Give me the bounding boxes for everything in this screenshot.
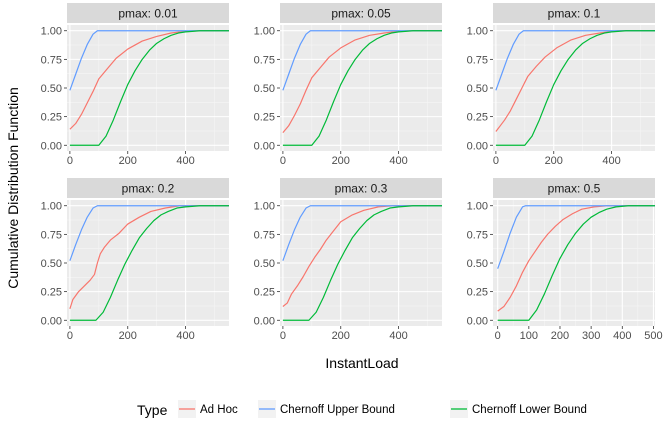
y-tick-label: 1.00 xyxy=(467,201,488,213)
x-tick-label: 400 xyxy=(389,155,407,167)
series-line-ad-hoc xyxy=(282,205,442,308)
strip-label: pmax: 0.05 xyxy=(331,7,391,21)
y-tick-label: 0.00 xyxy=(41,315,62,327)
y-tick-label: 0.25 xyxy=(467,112,488,124)
x-tick-label: 0 xyxy=(495,330,501,342)
y-tick-label: 0.25 xyxy=(254,287,275,299)
strip-background xyxy=(493,3,655,23)
x-tick-label: 0 xyxy=(280,155,286,167)
strip-label: pmax: 0.01 xyxy=(118,7,178,21)
y-tick-label: 0.50 xyxy=(467,83,488,95)
series-line-chernoff-upper-bound xyxy=(497,205,655,269)
strip-background xyxy=(280,178,442,198)
x-axis-title: InstantLoad xyxy=(325,355,398,371)
series-line-ad-hoc xyxy=(282,30,442,134)
facet-panels: pmax: 0.010.000.250.500.751.000 200 400pma… xyxy=(41,3,663,342)
y-tick-label: 0.75 xyxy=(41,54,62,66)
legend-label: Chernoff Upper Bound xyxy=(280,404,395,416)
x-tick-label: 200 xyxy=(332,330,350,342)
y-tick-label: 0.00 xyxy=(41,140,62,152)
x-tick-label: 400 xyxy=(176,330,194,342)
y-tick-label: 0.50 xyxy=(254,258,275,270)
y-tick-label: 0.75 xyxy=(467,229,488,241)
strip-background xyxy=(67,3,229,23)
x-tick-label: 0 xyxy=(67,155,73,167)
x-tick-label: 500 xyxy=(644,330,662,342)
y-tick-label: 0.25 xyxy=(41,287,62,299)
legend-label: Chernoff Lower Bound xyxy=(472,404,587,416)
y-tick-label: 0.25 xyxy=(467,287,488,299)
x-tick-label: 200 xyxy=(119,330,137,342)
series-line-ad-hoc xyxy=(69,205,229,310)
x-tick-label: 400 xyxy=(176,155,194,167)
x-tick-label: 400 xyxy=(613,330,631,342)
y-tick-label: 0.50 xyxy=(41,83,62,95)
x-tick-label: 400 xyxy=(602,155,620,167)
x-tick-label: 0 xyxy=(280,330,286,342)
series-line-ad-hoc xyxy=(69,30,229,130)
strip-label: pmax: 0.1 xyxy=(548,7,601,21)
legend-label: Ad Hoc xyxy=(200,404,238,416)
y-tick-label: 1.00 xyxy=(41,201,62,213)
series-line-ad-hoc xyxy=(497,205,655,312)
y-tick-label: 1.00 xyxy=(467,26,488,38)
x-tick-label: 0 xyxy=(67,330,73,342)
series-line-ad-hoc xyxy=(495,30,655,132)
x-tick-label: 100 xyxy=(520,330,538,342)
facet-panel-pmax-0-3: pmax: 0.3 0.00 0.25 0.50 0.75 1.00 0 200 400 xyxy=(254,178,442,342)
legend-title: Type xyxy=(137,402,168,418)
legend-item-chernoff-lower-bound: Chernoff Lower Bound xyxy=(450,400,587,418)
y-tick-label: 1.00 xyxy=(254,26,275,38)
strip-label: pmax: 0.5 xyxy=(548,182,601,196)
y-tick-label: 0.50 xyxy=(254,83,275,95)
series-line-chernoff-lower-bound xyxy=(282,30,442,146)
series-line-chernoff-upper-bound xyxy=(282,30,442,91)
series-line-chernoff-lower-bound xyxy=(497,205,655,321)
y-tick-label: 0.50 xyxy=(41,258,62,270)
y-tick-label: 1.00 xyxy=(41,26,62,38)
y-tick-label: 0.50 xyxy=(467,258,488,270)
x-tick-label: 200 xyxy=(119,155,137,167)
y-tick-label: 0.00 xyxy=(467,140,488,152)
facet-panel-pmax-0-01: pmax: 0.01 0.00 0.25 0.50 0.75 1.00 0 200 400 xyxy=(41,3,229,167)
x-tick-label: 200 xyxy=(545,155,563,167)
y-tick-label: 0.00 xyxy=(467,315,488,327)
strip-label: pmax: 0.3 xyxy=(335,182,388,196)
x-tick-label: 200 xyxy=(551,330,569,342)
facet-panel-pmax-0-05: pmax: 0.05 0.00 0.25 0.50 0.75 1.00 0 200 400 xyxy=(254,3,442,167)
y-tick-label: 0.75 xyxy=(467,54,488,66)
facet-panel-pmax-0-5: pmax: 0.5 0.00 0.25 0.50 0.75 1.00 0 100 200 300 4… xyxy=(467,178,663,342)
facet-panel-pmax-0-1: pmax: 0.1 0.00 0.25 0.50 0.75 1.00 0 200 400 xyxy=(467,3,655,167)
y-tick-label: 1.00 xyxy=(254,201,275,213)
facet-panel-pmax-0-2: pmax: 0.2 0.00 0.25 0.50 0.75 1.00 0 200 400 xyxy=(41,178,229,342)
series-line-chernoff-upper-bound xyxy=(495,30,655,91)
y-tick-label: 0.75 xyxy=(254,54,275,66)
y-tick-label: 0.75 xyxy=(41,229,62,241)
series-line-chernoff-lower-bound xyxy=(495,30,655,146)
series-line-chernoff-upper-bound xyxy=(69,205,229,261)
strip-background xyxy=(280,3,442,23)
strip-background xyxy=(67,178,229,198)
legend: Ad Hoc Chernoff Upper Bound Chernoff Lower… xyxy=(178,400,587,418)
legend-item-chernoff-upper-bound: Chernoff Upper Bound xyxy=(258,400,395,418)
y-tick-label: 0.00 xyxy=(254,315,275,327)
series-line-chernoff-lower-bound xyxy=(69,205,229,321)
series-line-chernoff-upper-bound xyxy=(69,30,229,91)
x-tick-label: 400 xyxy=(389,330,407,342)
y-axis-title: Cumulative Distribution Function xyxy=(5,87,21,289)
y-tick-label: 0.00 xyxy=(254,140,275,152)
series-line-chernoff-upper-bound xyxy=(282,205,442,261)
y-tick-label: 0.75 xyxy=(254,229,275,241)
y-tick-label: 0.25 xyxy=(41,112,62,124)
x-tick-label: 200 xyxy=(332,155,350,167)
series-line-chernoff-lower-bound xyxy=(282,205,442,321)
strip-label: pmax: 0.2 xyxy=(122,182,175,196)
x-tick-label: 0 xyxy=(493,155,499,167)
series-line-chernoff-lower-bound xyxy=(69,30,229,146)
x-tick-label: 300 xyxy=(582,330,600,342)
legend-item-ad-hoc: Ad Hoc xyxy=(178,400,238,418)
strip-background xyxy=(493,178,655,198)
y-tick-label: 0.25 xyxy=(254,112,275,124)
